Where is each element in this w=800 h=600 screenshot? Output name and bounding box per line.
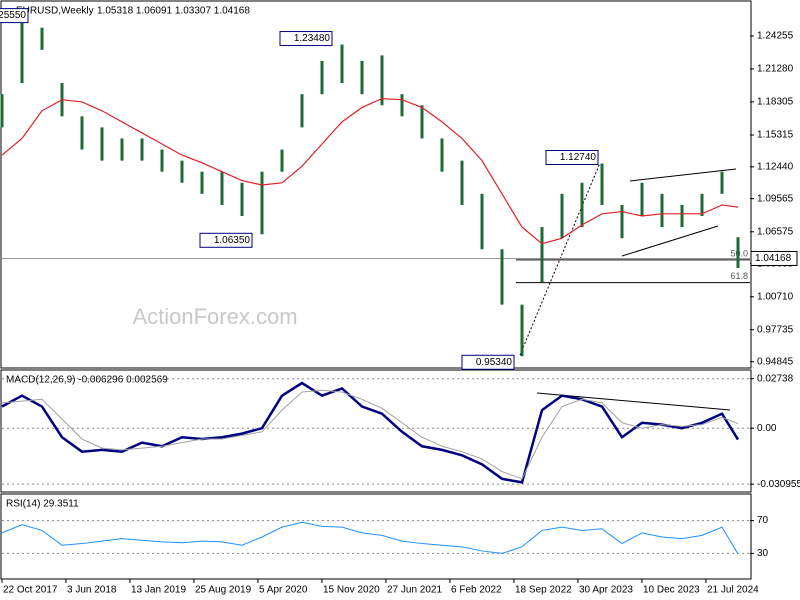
- price-annotation-box: [461, 354, 515, 370]
- x-tick-label: 13 Jan 2019: [131, 585, 186, 596]
- y-tick-label: 1.21280: [757, 64, 794, 75]
- price-annotation-box: [199, 232, 253, 248]
- price-annotation-box: [279, 31, 333, 47]
- x-tick-label: 10 Dec 2023: [643, 585, 700, 596]
- y-tick-label: 30: [757, 548, 769, 559]
- price-annotation: 1.06350: [214, 235, 251, 246]
- panel-title: MACD(12,26,9) -0.006296 0.002569: [6, 375, 168, 386]
- x-tick-label: 30 Apr 2023: [579, 585, 633, 596]
- y-tick-label: 0.02738: [757, 373, 794, 384]
- current-price-label: 1.04168: [755, 253, 792, 264]
- price-annotation: 1.23480: [294, 33, 331, 44]
- fib-label: 61.8: [730, 271, 748, 281]
- current-price-box: [750, 250, 798, 266]
- y-tick-label: 0.00: [757, 423, 777, 434]
- x-tick-label: 3 Jun 2018: [67, 585, 117, 596]
- x-tick-label: 25 Aug 2019: [195, 585, 252, 596]
- price-annotation: 1.25550: [0, 10, 26, 21]
- panel-title: RSI(14) 29.3511: [6, 499, 79, 510]
- trend-line: [621, 225, 719, 257]
- price-annotation-box: [545, 150, 599, 166]
- y-tick-label: 1.12440: [757, 161, 794, 172]
- price-annotation-box: [0, 8, 29, 24]
- y-tick-label: 1.09565: [757, 193, 794, 204]
- rsi-panel: [0, 493, 752, 580]
- x-tick-label: 5 Apr 2020: [259, 585, 308, 596]
- x-tick-label: 21 Jul 2024: [707, 585, 759, 596]
- x-tick-label: 6 Feb 2022: [451, 585, 502, 596]
- price-panel: [0, 0, 752, 369]
- watermark: ActionForex.com: [132, 304, 297, 329]
- trend-line: [629, 168, 737, 182]
- y-tick-label: 1.06575: [757, 226, 794, 237]
- trend-line: [519, 162, 601, 356]
- x-tick-label: 18 Sep 2022: [515, 585, 572, 596]
- price-annotation: 0.95340: [476, 357, 513, 368]
- moving-average: [1, 97, 739, 245]
- macd-panel: [0, 369, 752, 493]
- series-line: [1, 521, 739, 555]
- chart-subtitle: 1.05318 1.06091 1.03307 1.04168: [97, 6, 250, 17]
- series-line: [1, 389, 739, 480]
- series-line: [1, 381, 740, 484]
- y-tick-label: 1.18305: [757, 97, 794, 108]
- y-tick-label: 0.94845: [757, 356, 794, 367]
- y-tick-label: 0.97735: [757, 324, 794, 335]
- chart-title: EURUSD,Weekly: [16, 6, 94, 17]
- y-tick-label: 70: [757, 515, 769, 526]
- y-tick-label: -0.030955: [757, 479, 800, 490]
- y-tick-label: 1.24255: [757, 31, 794, 42]
- x-tick-label: 15 Nov 2020: [323, 585, 380, 596]
- price-annotation: 1.12740: [560, 152, 597, 163]
- x-tick-label: 27 Jun 2021: [387, 585, 442, 596]
- x-tick-label: 22 Oct 2017: [3, 585, 58, 596]
- y-tick-label: 1.00710: [757, 291, 794, 302]
- y-tick-label: 1.15315: [757, 130, 794, 141]
